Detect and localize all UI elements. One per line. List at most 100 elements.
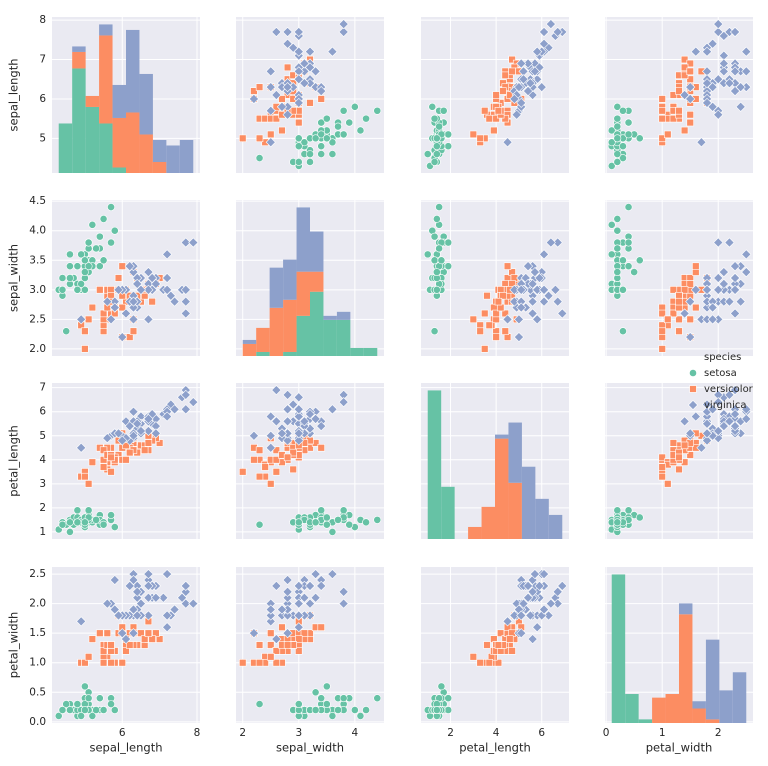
point: [143, 413, 154, 424]
point: [432, 706, 441, 714]
point: [485, 659, 493, 667]
point: [501, 114, 509, 123]
point: [664, 130, 672, 139]
point: [128, 314, 139, 325]
point: [271, 416, 282, 427]
point: [169, 404, 180, 415]
histogram-bar: [468, 526, 482, 539]
point: [293, 411, 304, 422]
point: [299, 416, 310, 427]
point: [502, 314, 513, 325]
point: [724, 237, 735, 248]
point: [476, 327, 484, 335]
legend-label: setosa: [704, 368, 737, 379]
point: [110, 523, 119, 532]
point: [117, 435, 128, 446]
point: [494, 297, 503, 306]
point: [730, 26, 741, 37]
point: [613, 114, 622, 123]
point: [180, 580, 191, 591]
point: [430, 327, 439, 336]
point: [527, 278, 538, 289]
point: [265, 66, 276, 77]
point: [128, 574, 139, 586]
point: [73, 262, 82, 271]
point: [658, 472, 666, 481]
point: [317, 623, 325, 631]
point: [613, 244, 622, 253]
point: [73, 506, 82, 515]
point: [552, 296, 563, 307]
point: [144, 629, 153, 637]
point: [293, 428, 304, 439]
point: [552, 237, 563, 248]
point: [267, 629, 275, 637]
y-tick-label: 5: [39, 132, 46, 144]
point: [469, 653, 478, 661]
point: [84, 238, 93, 247]
point: [109, 302, 120, 313]
x-tick-label: 2: [447, 727, 454, 739]
point: [122, 647, 130, 655]
point: [334, 515, 342, 524]
point: [432, 134, 441, 143]
histogram-bar: [112, 167, 126, 173]
point: [267, 130, 275, 139]
point: [283, 63, 292, 72]
point: [76, 616, 87, 627]
point: [310, 66, 321, 77]
point: [518, 74, 529, 85]
point: [529, 66, 540, 77]
point: [120, 634, 132, 645]
point: [124, 261, 135, 272]
point: [128, 604, 139, 615]
point: [523, 261, 534, 272]
point: [128, 302, 139, 313]
point: [707, 404, 718, 415]
point: [272, 114, 281, 123]
point: [66, 518, 74, 527]
point: [532, 46, 543, 57]
point: [311, 706, 320, 714]
point: [658, 453, 666, 462]
point: [327, 46, 338, 57]
point: [686, 59, 694, 68]
x-tick-label: 6: [538, 727, 545, 739]
point: [122, 456, 130, 464]
point: [529, 267, 540, 278]
point: [730, 66, 741, 77]
point: [62, 327, 71, 336]
point: [339, 130, 348, 139]
histogram-bar: [242, 339, 257, 344]
point: [527, 296, 538, 307]
point: [88, 712, 97, 720]
point: [741, 267, 752, 278]
point: [469, 130, 478, 139]
point: [675, 315, 683, 324]
point: [702, 428, 713, 439]
point: [532, 622, 543, 633]
point: [511, 109, 522, 120]
point: [707, 314, 718, 325]
point: [152, 629, 160, 637]
point: [102, 433, 113, 444]
point: [132, 278, 143, 289]
point: [686, 118, 694, 127]
point: [327, 569, 338, 580]
point: [713, 74, 724, 85]
point: [88, 458, 97, 466]
point: [481, 309, 489, 318]
point: [282, 574, 293, 586]
point: [129, 327, 138, 335]
point: [339, 506, 348, 515]
point: [718, 58, 729, 69]
point: [539, 296, 550, 307]
point: [635, 513, 644, 522]
point: [690, 46, 701, 57]
point: [311, 134, 320, 143]
point: [99, 456, 108, 464]
point: [299, 592, 310, 603]
histogram-bar: [85, 106, 100, 173]
point: [80, 518, 89, 527]
point: [724, 296, 735, 307]
